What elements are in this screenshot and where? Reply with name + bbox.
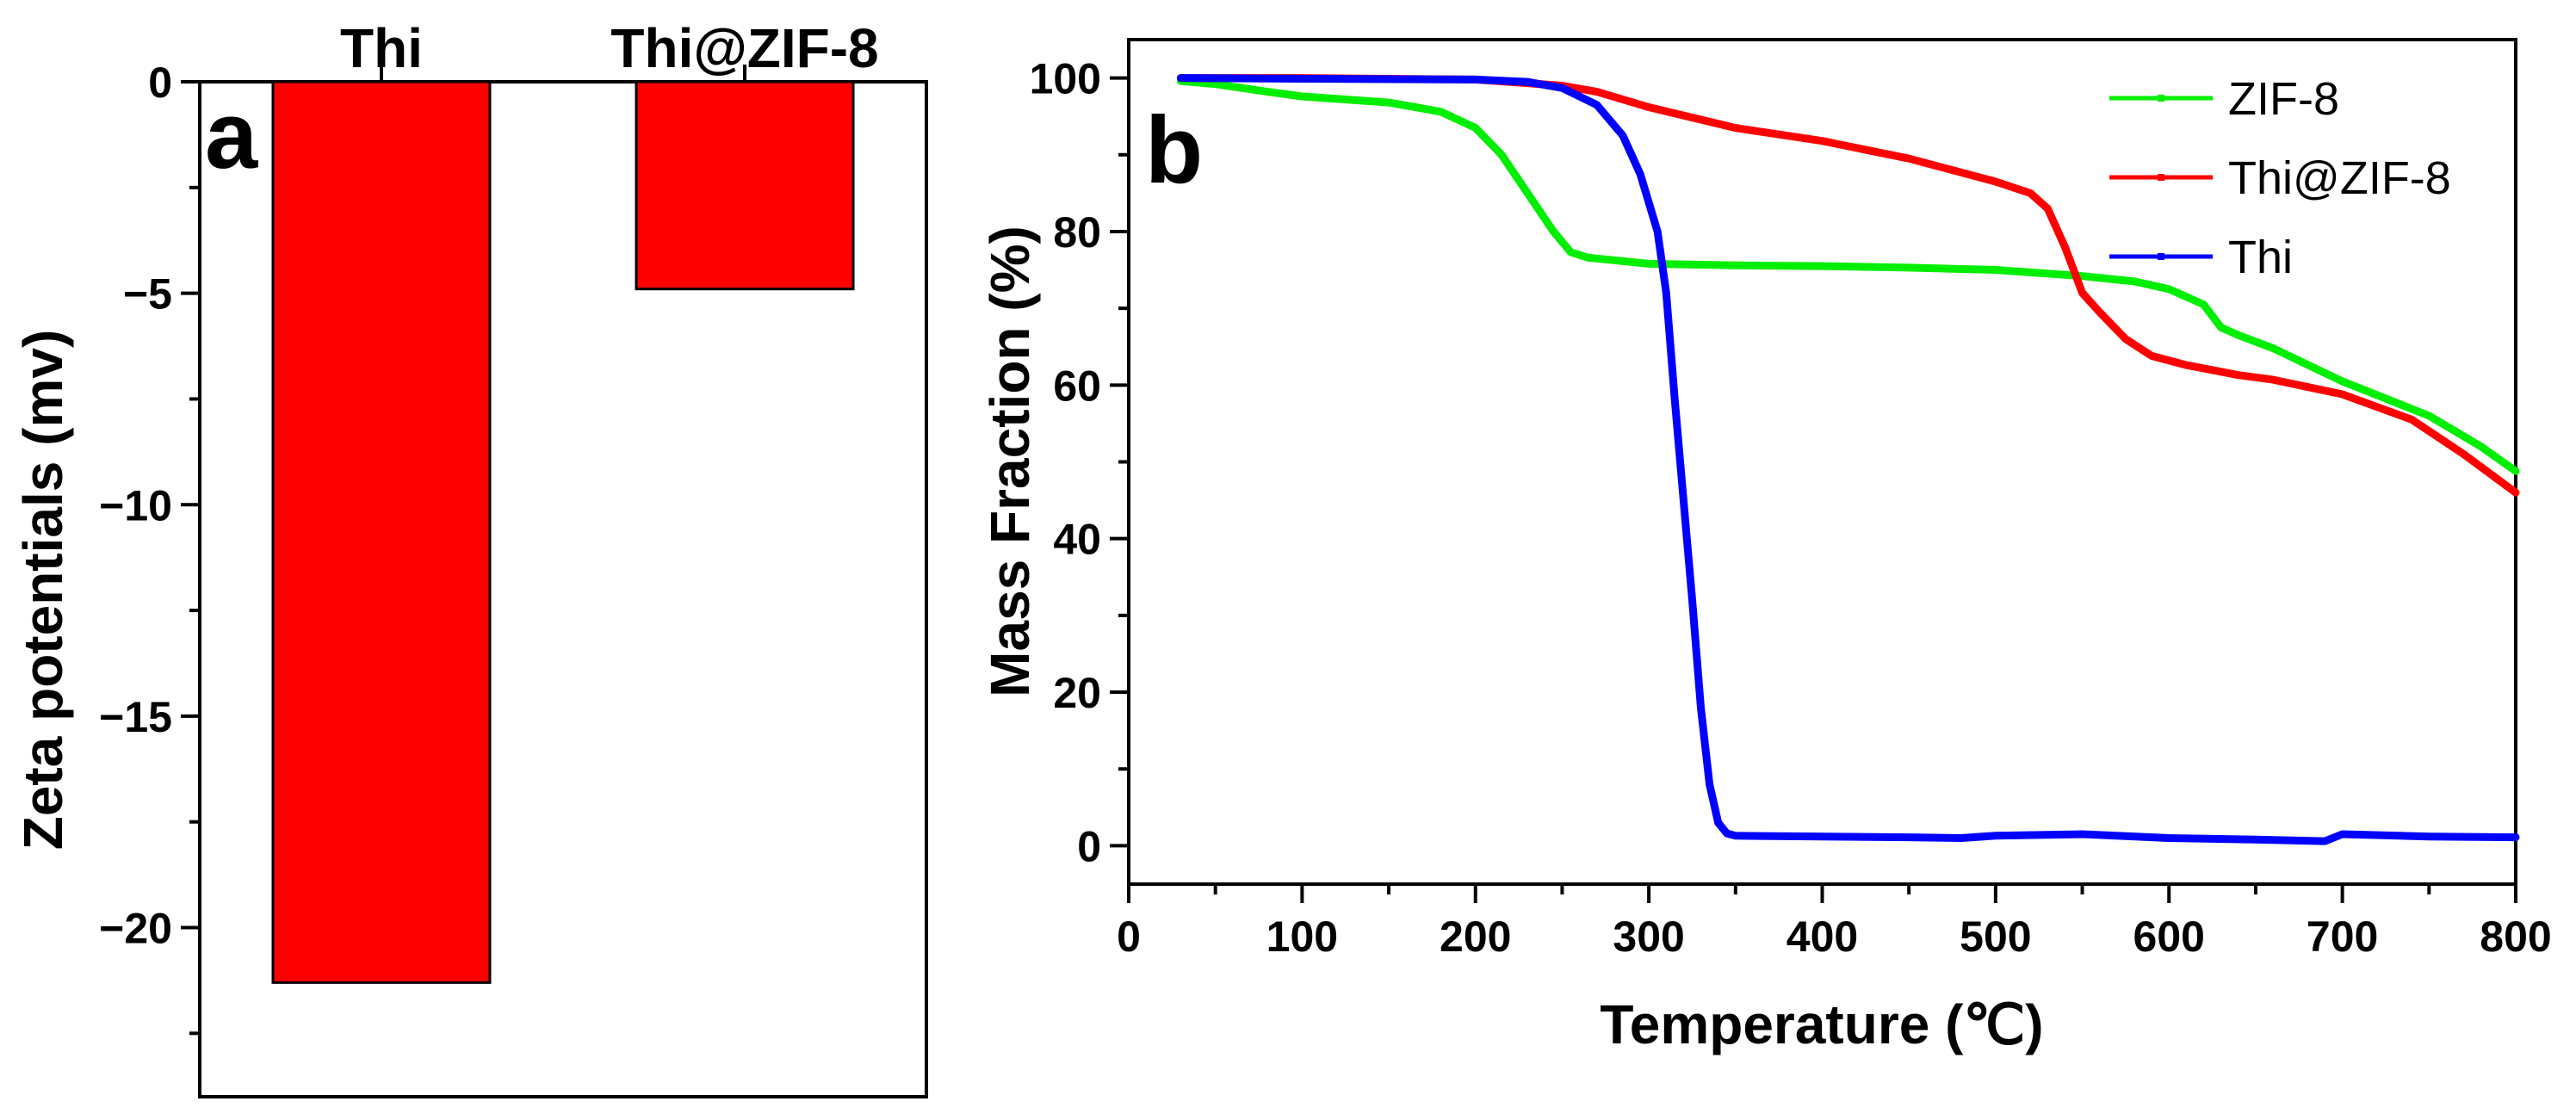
panel-b-series-lines xyxy=(1176,74,2520,845)
panel-a-bars xyxy=(271,80,855,984)
x-tick-label: 100 xyxy=(1266,913,1338,961)
category-label: Thi xyxy=(340,17,423,79)
y-tick-label: 100 xyxy=(1030,55,1101,103)
y-tick-label: 60 xyxy=(1053,362,1101,410)
y-tick-label: −10 xyxy=(99,481,172,529)
panel-a-y-axis-title: Zeta potentials (mv) xyxy=(12,330,74,851)
legend-swatch-marker xyxy=(2158,174,2164,181)
x-tick-label: 600 xyxy=(2133,913,2205,961)
legend-swatch-marker xyxy=(2158,253,2164,260)
category-label: Thi@ZIF-8 xyxy=(610,17,878,79)
y-tick-label: 20 xyxy=(1053,669,1101,717)
x-tick-label: 0 xyxy=(1117,913,1141,961)
legend-swatch-marker xyxy=(2158,95,2164,102)
legend-label: Thi@ZIF-8 xyxy=(2228,152,2451,204)
panel-a-letter: a xyxy=(205,83,258,189)
series-line-thi xyxy=(1176,74,2520,845)
y-tick-label: 80 xyxy=(1053,208,1101,257)
panel-b-y-ticks: 0 20 40 60 80 100 xyxy=(1030,55,1129,870)
x-tick-label: 800 xyxy=(2480,913,2551,961)
x-tick-label: 400 xyxy=(1786,913,1858,961)
series-line-zif-8 xyxy=(1176,77,2520,475)
bar-thi-zif-8 xyxy=(635,80,855,291)
panel-a-category-labels: Thi Thi@ZIF-8 xyxy=(340,17,879,82)
panel-a-bar-chart: 0 −5 −10 −15 −20 Thi Thi@ZIF-8 a Zeta potenti… xyxy=(12,17,928,1098)
panel-b-letter: b xyxy=(1145,97,1203,203)
panel-b-legend: ZIF-8 Thi@ZIF-8 Thi xyxy=(2109,73,2451,283)
legend-label: Thi xyxy=(2228,232,2293,283)
y-tick-label: 40 xyxy=(1053,516,1101,564)
x-tick-label: 500 xyxy=(1960,913,2031,961)
y-tick-label: 0 xyxy=(148,59,172,107)
x-tick-label: 700 xyxy=(2307,913,2378,961)
legend-label: ZIF-8 xyxy=(2228,73,2339,125)
x-tick-label: 300 xyxy=(1613,913,1684,961)
panel-b-line-chart: 0 100 200 300 400 500 600 700 800 0 20 40 60 80 100 Z… xyxy=(979,38,2552,1055)
panel-b-x-ticks: 0 100 200 300 400 500 600 700 800 xyxy=(1117,884,2552,961)
y-tick-label: 0 xyxy=(1077,822,1101,870)
y-tick-label: −5 xyxy=(123,270,172,319)
x-tick-label: 200 xyxy=(1440,913,1511,961)
y-tick-label: −15 xyxy=(99,693,172,741)
panel-b-x-axis-title: Temperature (℃) xyxy=(1600,993,2043,1055)
series-line-thi-zif-8 xyxy=(1176,74,2520,497)
panel-a-plot-frame xyxy=(198,80,928,1098)
bar-thi xyxy=(271,80,492,984)
panel-a-y-ticks: 0 −5 −10 −15 −20 xyxy=(99,59,200,1036)
panel-b-y-axis-title: Mass Fraction (%) xyxy=(979,226,1041,697)
y-tick-label: −20 xyxy=(99,905,172,953)
